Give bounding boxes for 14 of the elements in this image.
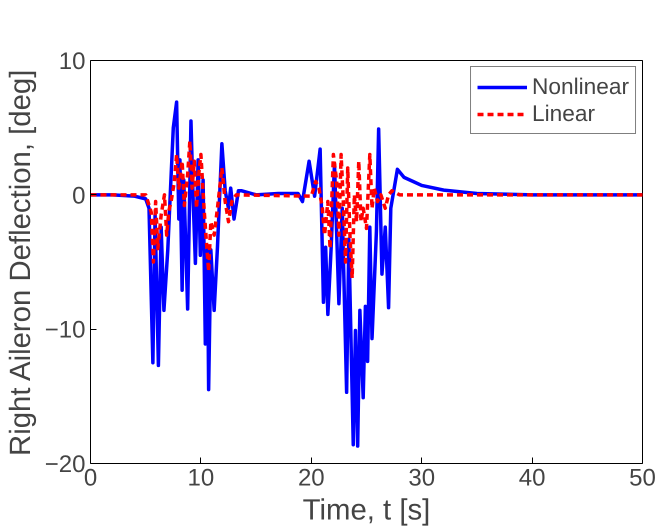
legend-label: Linear: [532, 100, 595, 127]
y-tick-label: 0: [72, 182, 86, 210]
y-tick-label: 10: [58, 48, 86, 75]
legend-label: Nonlinear: [532, 73, 629, 100]
x-tick-label: 50: [629, 464, 656, 492]
x-axis-title: Time, t [s]: [302, 494, 430, 526]
y-tick-label: −10: [44, 316, 86, 344]
x-tick-label: 40: [518, 464, 546, 492]
x-tick-label: 20: [298, 464, 325, 492]
x-tick-label: 10: [188, 464, 214, 492]
y-axis-title: Right Aileron Deflection, [deg]: [4, 70, 37, 456]
line-series: [90, 139, 642, 280]
y-tick-label: −20: [44, 451, 86, 478]
x-tick-label: 30: [408, 464, 436, 492]
